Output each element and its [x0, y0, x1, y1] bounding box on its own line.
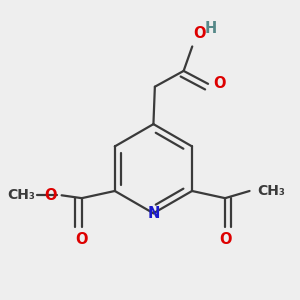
Text: O: O [213, 76, 226, 92]
Text: O: O [44, 188, 57, 203]
Text: CH₃: CH₃ [7, 188, 35, 202]
Text: N: N [147, 206, 160, 221]
Text: O: O [194, 26, 206, 41]
Text: O: O [219, 232, 231, 247]
Text: H: H [205, 21, 217, 36]
Text: CH₃: CH₃ [258, 184, 286, 198]
Text: O: O [76, 232, 88, 247]
